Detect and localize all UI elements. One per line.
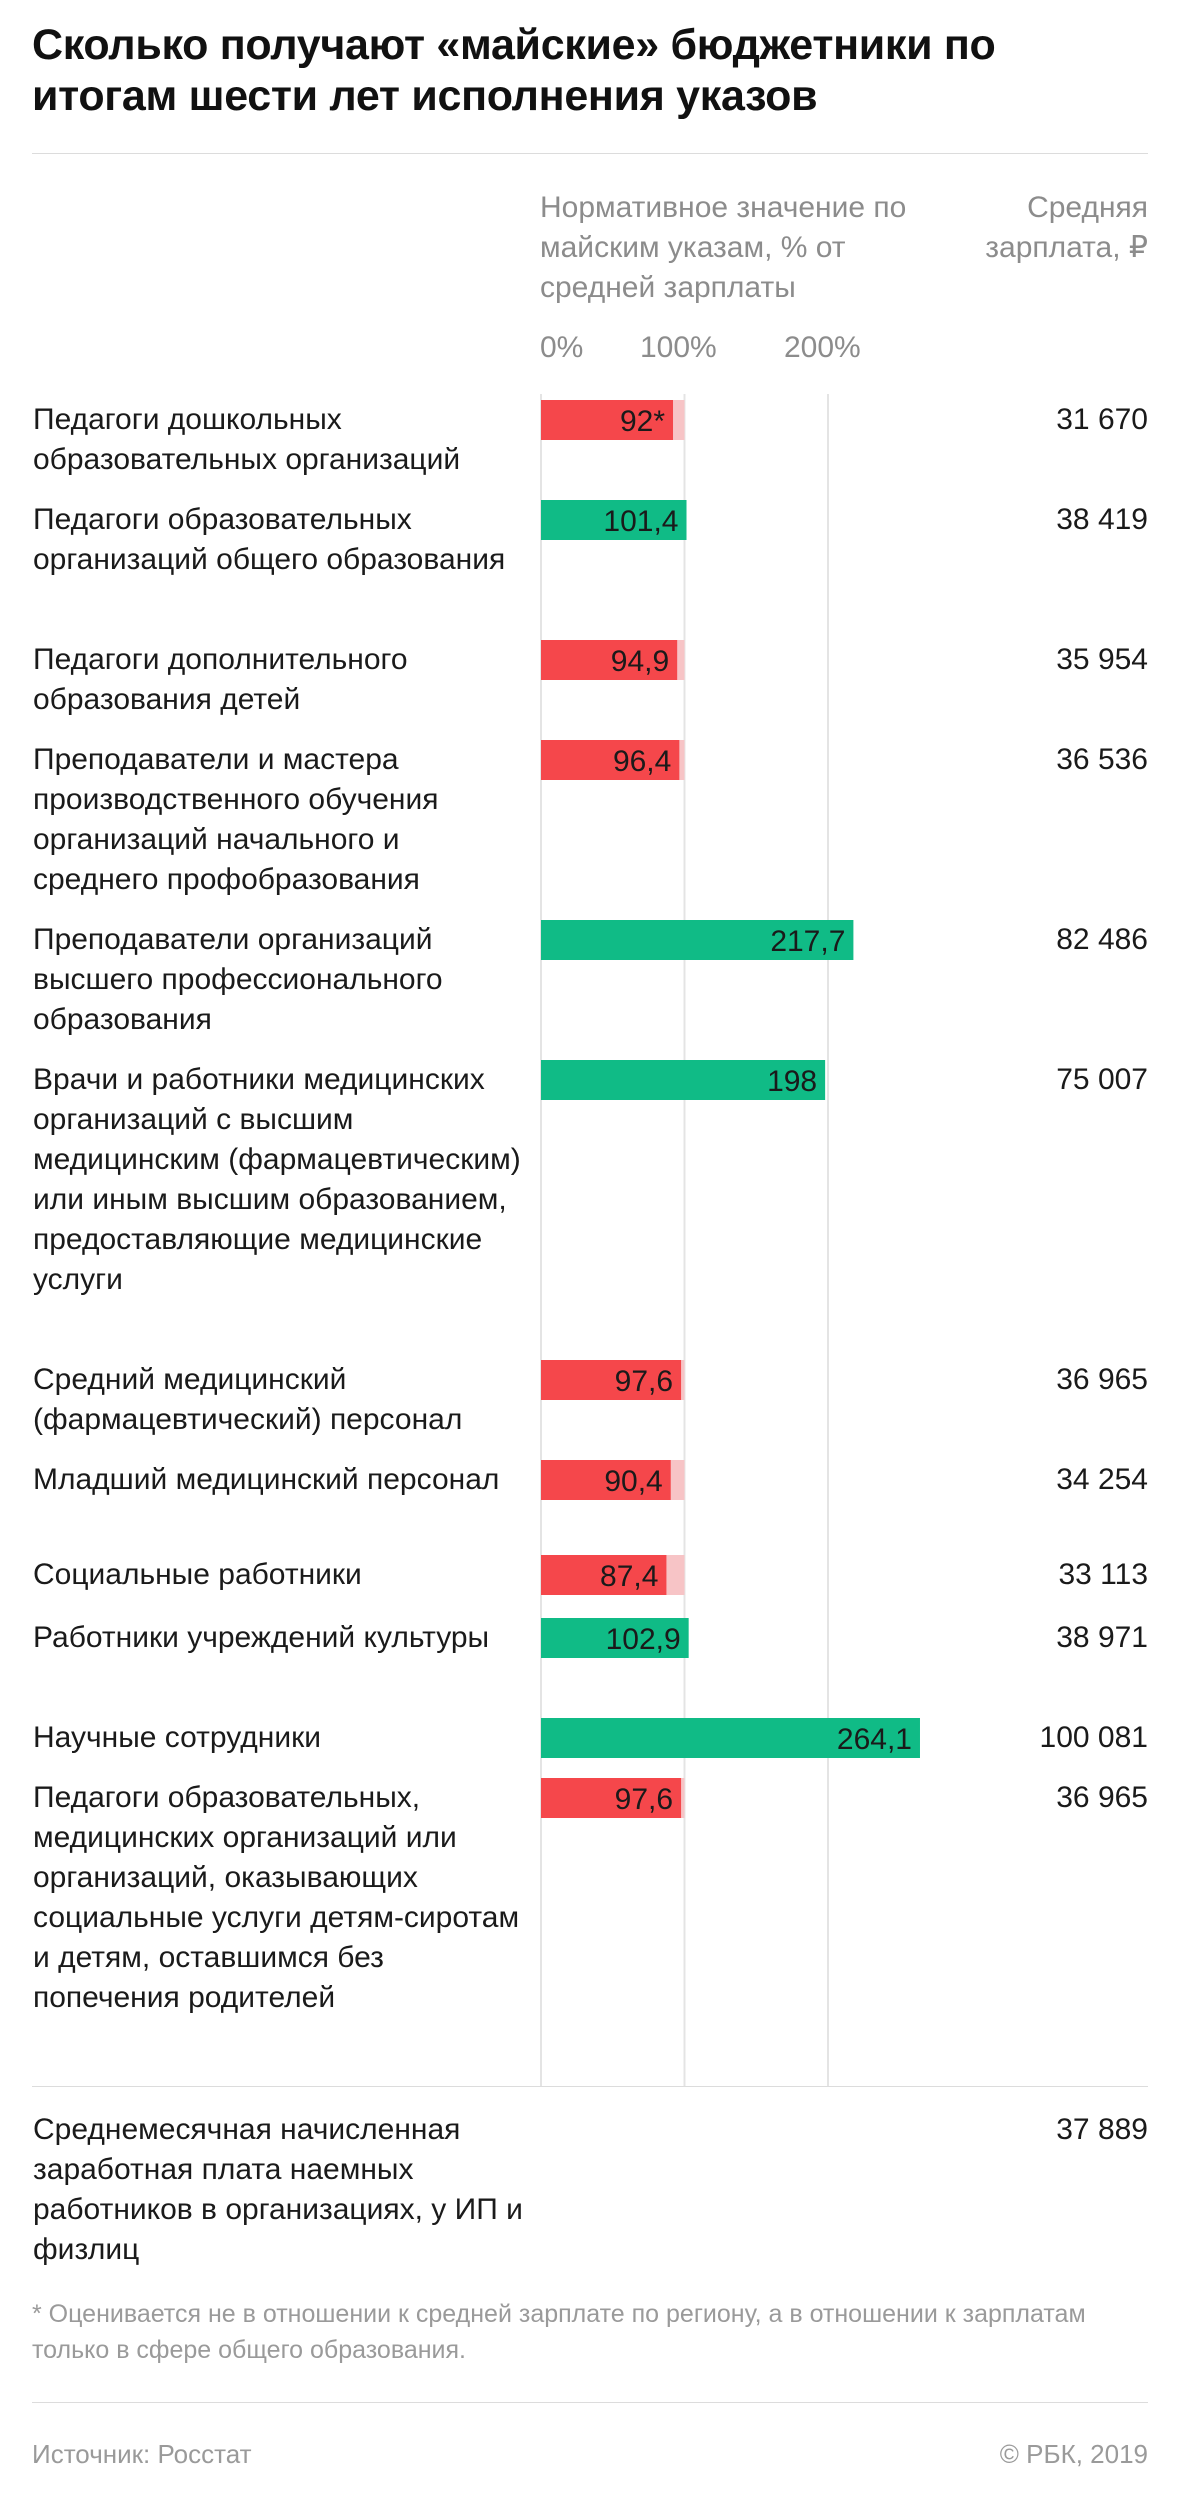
- bar-value-label: 97,6: [615, 1365, 673, 1398]
- value-bar: [541, 640, 678, 680]
- x-tick-label-100: 100%: [640, 331, 717, 364]
- row-salary: 34 254: [1056, 1463, 1148, 1496]
- row-label: Педагоги дополнительного образования дет…: [33, 643, 408, 716]
- row-salary: 35 954: [1056, 643, 1148, 676]
- title-divider: [32, 153, 1148, 154]
- row-label: Педагоги образовательных, медицинских ор…: [33, 1781, 520, 2014]
- row-label: Врачи и работники медицинских организаци…: [33, 1063, 521, 1296]
- bar-value-label: 87,4: [600, 1560, 658, 1593]
- row-salary: 36 536: [1056, 743, 1148, 776]
- bar-value-label: 94,9: [611, 645, 669, 678]
- value-bar: [541, 1060, 826, 1100]
- row-label: Преподаватели и мастера производственног…: [33, 743, 439, 896]
- row-salary: 100 081: [1039, 1721, 1148, 1754]
- value-bar: [541, 1618, 689, 1658]
- row-label: Младший медицинский персонал: [33, 1463, 500, 1496]
- source-label: Источник: Росстат: [32, 2439, 252, 2469]
- footer-divider: [32, 2402, 1148, 2403]
- x-tick-label-0: 0%: [540, 331, 584, 364]
- row-label: Работники учреждений культуры: [33, 1621, 490, 1654]
- salary-column-header: Средняя зарплата, ₽: [985, 191, 1148, 264]
- bar-value-label: 102,9: [606, 1623, 681, 1656]
- value-bar: [541, 500, 687, 540]
- value-bar: [541, 920, 854, 960]
- norm-column-header: Нормативное значение по майским указам, …: [540, 191, 907, 304]
- row-label: Преподаватели организаций высшего профес…: [33, 923, 443, 1036]
- summary-label: Среднемесячная начисленная заработная пл…: [33, 2113, 523, 2266]
- value-bar: [541, 1718, 920, 1758]
- row-salary: 36 965: [1056, 1363, 1148, 1396]
- row-label: Средний медицинский (фармацевтический) п…: [33, 1363, 463, 1436]
- row-salary: 36 965: [1056, 1781, 1148, 1814]
- summary-divider: [32, 2086, 1148, 2087]
- footnote: * Оценивается не в отношении к средней з…: [32, 2300, 1086, 2364]
- bar-value-label: 90,4: [604, 1465, 662, 1498]
- bar-value-label: 198: [767, 1065, 817, 1098]
- bar-value-label: 96,4: [613, 745, 671, 778]
- value-bar: [541, 1460, 671, 1500]
- bar-value-label: 217,7: [770, 925, 845, 958]
- value-bar: [541, 400, 674, 440]
- value-bar: [541, 740, 680, 780]
- row-label: Научные сотрудники: [33, 1721, 321, 1754]
- value-bar: [541, 1360, 682, 1400]
- row-salary: 82 486: [1056, 923, 1148, 956]
- row-salary: 33 113: [1058, 1558, 1148, 1591]
- x-tick-label-200: 200%: [784, 331, 861, 364]
- value-bar: [541, 1778, 682, 1818]
- bar-value-label: 92*: [620, 405, 665, 438]
- row-salary: 31 670: [1056, 403, 1148, 436]
- row-salary: 38 419: [1056, 503, 1148, 536]
- summary-salary: 37 889: [1056, 2113, 1148, 2146]
- chart-title: Сколько получают «майские» бюджетники по…: [32, 21, 996, 120]
- bar-value-label: 264,1: [837, 1723, 912, 1756]
- bar-value-label: 101,4: [603, 505, 678, 538]
- row-label: Социальные работники: [33, 1558, 362, 1591]
- bar-value-label: 97,6: [615, 1783, 673, 1816]
- row-label: Педагоги дошкольных образовательных орга…: [33, 403, 461, 476]
- value-bar: [541, 1555, 667, 1595]
- row-salary: 38 971: [1056, 1621, 1148, 1654]
- copyright-label: © РБК, 2019: [999, 2439, 1148, 2469]
- row-label: Педагоги образовательных организаций общ…: [33, 503, 506, 576]
- row-salary: 75 007: [1056, 1063, 1148, 1096]
